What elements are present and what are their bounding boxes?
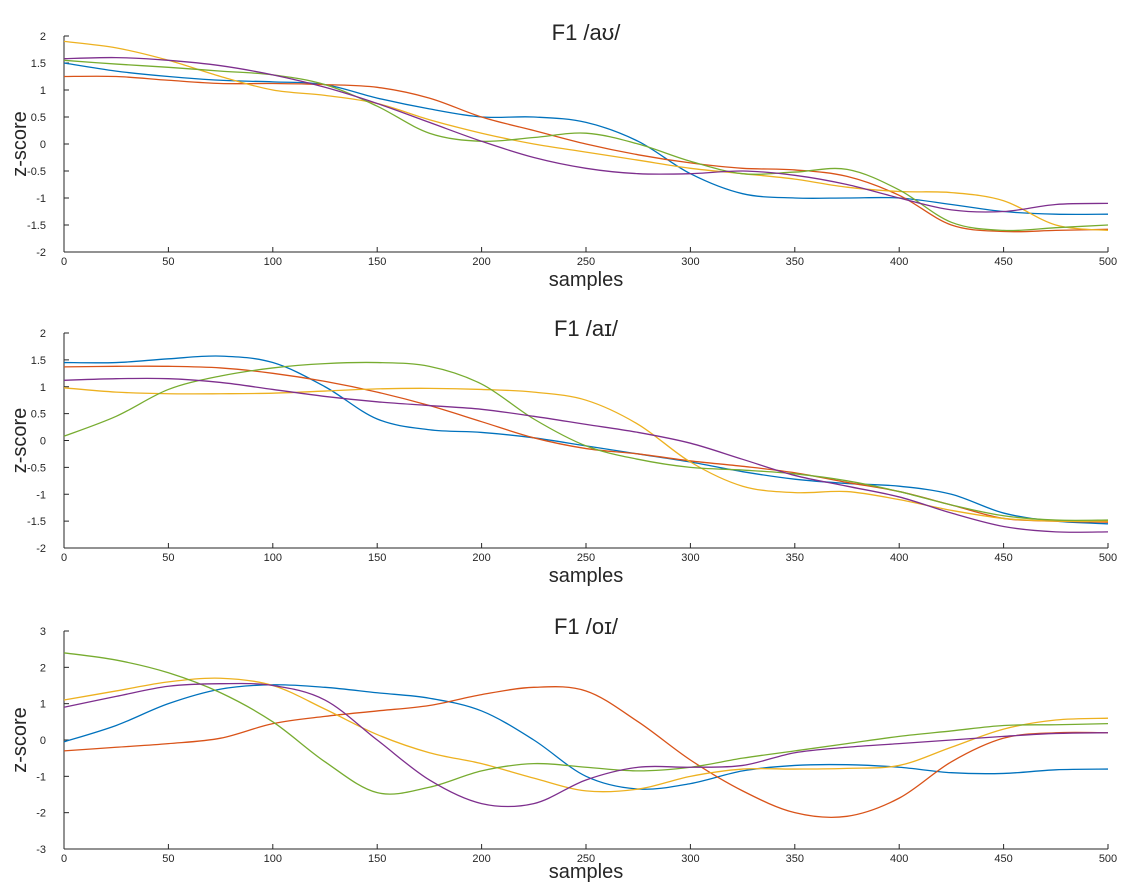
- series-line-2: [63, 686, 1109, 818]
- x-tick-label: 450: [994, 853, 1012, 865]
- y-tick-label: 0: [40, 735, 46, 747]
- x-tick-label: 500: [1099, 552, 1117, 564]
- series-line-3: [63, 677, 1109, 793]
- y-tick-label: 1: [40, 85, 46, 97]
- series-line-1: [63, 355, 1109, 525]
- x-tick-label: 0: [61, 853, 67, 865]
- y-tick-label: 1.5: [31, 355, 46, 367]
- x-tick-label: 300: [681, 256, 699, 268]
- x-axis-label: samples: [549, 565, 623, 587]
- series-line-3: [63, 40, 1109, 232]
- y-tick-label: 1.5: [31, 58, 46, 70]
- x-tick-label: 200: [472, 552, 490, 564]
- x-tick-label: 350: [786, 256, 804, 268]
- series-line-3: [63, 387, 1109, 522]
- x-tick-label: 150: [368, 256, 386, 268]
- y-axis-label: z-score: [9, 408, 31, 474]
- x-tick-label: 300: [681, 552, 699, 564]
- y-tick-label: -1: [36, 193, 46, 205]
- series-line-4: [63, 652, 1109, 795]
- y-tick-label: -0.5: [27, 462, 46, 474]
- x-tick-label: 400: [890, 256, 908, 268]
- y-tick-label: -2: [36, 247, 46, 259]
- x-tick-label: 0: [61, 552, 67, 564]
- y-tick-label: 0: [40, 139, 46, 151]
- x-tick-label: 200: [472, 853, 490, 865]
- x-tick-label: 300: [681, 853, 699, 865]
- y-tick-label: -1: [36, 489, 46, 501]
- x-tick-label: 250: [577, 552, 595, 564]
- x-axis-label: samples: [549, 861, 623, 882]
- series-line-4: [63, 59, 1109, 232]
- y-tick-label: 2: [40, 662, 46, 674]
- x-tick-label: 400: [890, 552, 908, 564]
- x-tick-label: 0: [61, 256, 67, 268]
- chart-panel-3: -3 -2 -1 0 1 2 3 0 50 100 150 200 250 300 350 400 450 500…: [9, 614, 1117, 883]
- series-line-1: [63, 684, 1109, 790]
- series-line-5: [63, 682, 1109, 808]
- y-tick-label: 1: [40, 382, 46, 394]
- x-tick-label: 200: [472, 256, 490, 268]
- y-tick-label: -2: [36, 543, 46, 555]
- x-tick-label: 500: [1099, 256, 1117, 268]
- x-tick-label: 50: [162, 256, 174, 268]
- y-tick-label: -3: [36, 844, 46, 856]
- chart-title: F1 /aʊ/: [552, 20, 622, 45]
- y-axis-label: z-score: [9, 111, 31, 177]
- x-tick-label: 100: [264, 853, 282, 865]
- series-line-2: [63, 75, 1109, 233]
- y-tick-label: -0.5: [27, 166, 46, 178]
- y-tick-label: -1.5: [27, 220, 46, 232]
- y-tick-label: 3: [40, 626, 46, 638]
- y-tick-label: 0: [40, 436, 46, 448]
- x-tick-label: 500: [1099, 853, 1117, 865]
- x-tick-label: 150: [368, 552, 386, 564]
- y-tick-label: 2: [40, 31, 46, 43]
- x-tick-label: 100: [264, 256, 282, 268]
- x-tick-label: 350: [786, 853, 804, 865]
- y-tick-label: 1: [40, 699, 46, 711]
- x-tick-label: 50: [162, 853, 174, 865]
- chart-title: F1 /oɪ/: [554, 614, 619, 639]
- x-tick-label: 100: [264, 552, 282, 564]
- x-tick-label: 350: [786, 552, 804, 564]
- series-line-4: [63, 361, 1109, 522]
- y-tick-label: 2: [40, 328, 46, 340]
- x-tick-label: 150: [368, 853, 386, 865]
- series-line-2: [63, 365, 1109, 523]
- y-axis-label: z-score: [9, 707, 31, 773]
- x-tick-label: 450: [994, 552, 1012, 564]
- y-tick-label: -2: [36, 808, 46, 820]
- x-axis-label: samples: [549, 269, 623, 291]
- chart-title: F1 /aɪ/: [554, 316, 619, 341]
- y-tick-label: -1.5: [27, 516, 46, 528]
- x-tick-label: 450: [994, 256, 1012, 268]
- x-tick-label: 400: [890, 853, 908, 865]
- x-tick-label: 250: [577, 256, 595, 268]
- series-line-5: [63, 377, 1109, 533]
- series-line-1: [63, 62, 1109, 216]
- chart-panel-1: -2 -1.5 -1 -0.5 0 0.5 1 1.5 2 0 50 100 150 200 250 300 3…: [9, 20, 1117, 291]
- y-tick-label: 0.5: [31, 409, 46, 421]
- series-line-5: [63, 56, 1109, 213]
- y-tick-label: 0.5: [31, 112, 46, 124]
- x-tick-label: 50: [162, 552, 174, 564]
- x-tick-label: 250: [577, 853, 595, 865]
- chart-panel-2: -2 -1.5 -1 -0.5 0 0.5 1 1.5 2 0 50 100 150 200 250 300 3…: [9, 316, 1117, 587]
- y-tick-label: -1: [36, 771, 46, 783]
